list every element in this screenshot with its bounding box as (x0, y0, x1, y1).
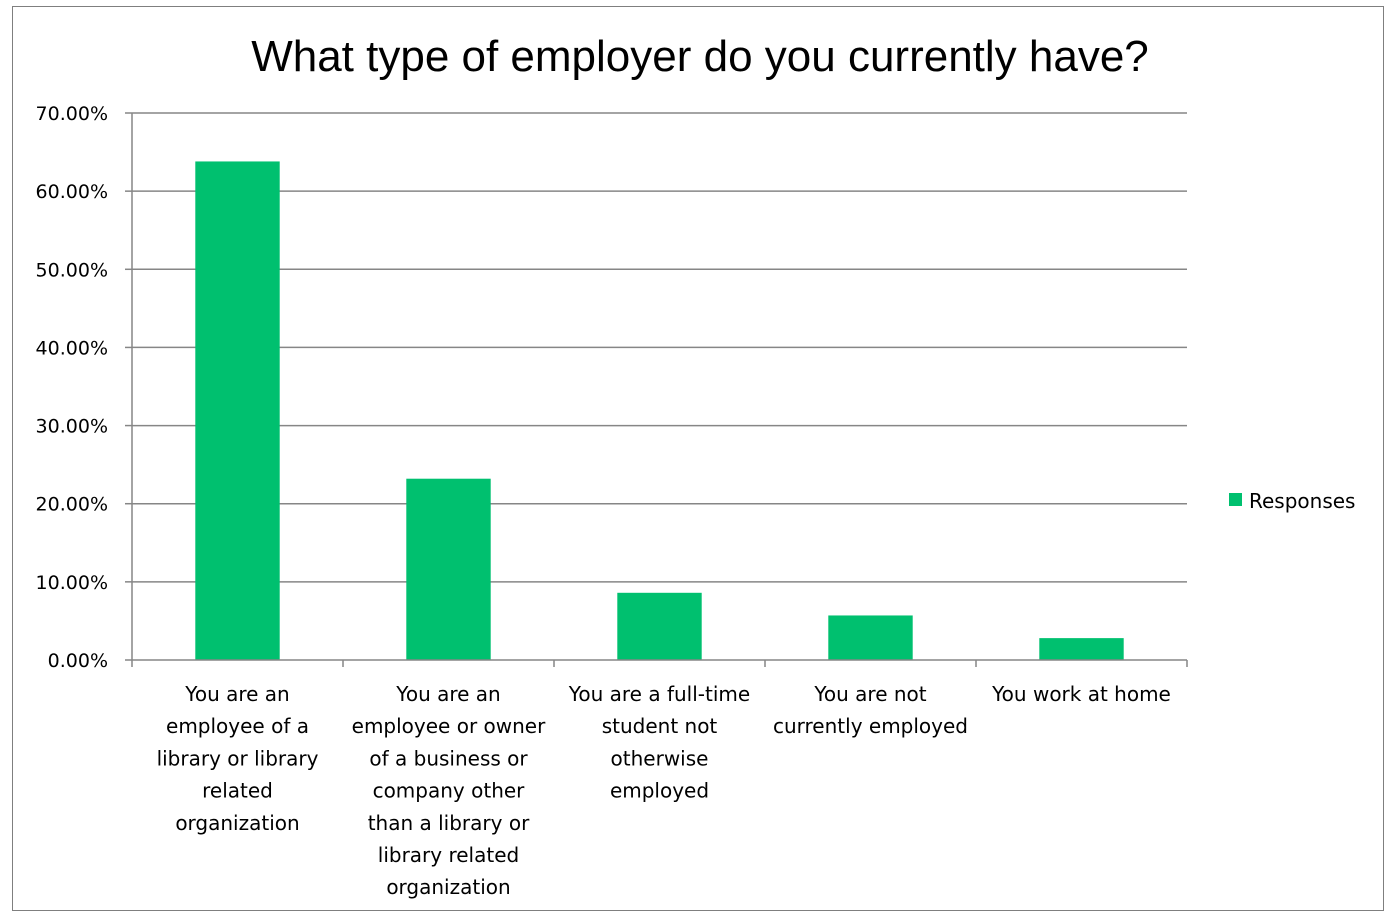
x-tick-label: You are an employee of a library or librar… (157, 682, 319, 835)
x-tick-label: You are a full-time student not otherwise e… (568, 682, 750, 803)
y-tick-label: 40.00% (36, 337, 108, 359)
y-tick-label: 10.00% (36, 572, 108, 594)
y-tick-label: 20.00% (36, 494, 108, 516)
x-tick-label: You are not currently employed (773, 682, 968, 738)
gridlines (132, 112, 1187, 583)
legend-swatch (1229, 493, 1242, 506)
bar (1039, 638, 1124, 660)
chart-frame (12, 6, 1384, 911)
bars (195, 161, 1124, 660)
y-axis-tick-labels: 0.00% 10.00% 20.00% 30.00% 40.00% 50.00% 60.00… (36, 103, 108, 672)
legend-label: Responses (1249, 489, 1355, 513)
chart-title: What type of employer do you currently h… (251, 32, 1149, 81)
y-tick-label: 50.00% (36, 259, 108, 281)
y-tick-label: 60.00% (36, 181, 108, 203)
y-tick-label: 0.00% (48, 650, 108, 672)
axes (125, 112, 1188, 667)
x-tick-label: You work at home (991, 682, 1171, 706)
bar (406, 478, 491, 660)
bar (617, 592, 702, 660)
x-axis-tick-labels: You are an employee of a library or librar… (157, 682, 1171, 899)
x-tick-label: You are an employee or owner of a business… (352, 682, 546, 899)
y-tick-label: 70.00% (36, 103, 108, 125)
bar (828, 615, 913, 660)
bar (195, 161, 280, 660)
legend: Responses (1229, 489, 1355, 513)
y-tick-label: 30.00% (36, 416, 108, 438)
